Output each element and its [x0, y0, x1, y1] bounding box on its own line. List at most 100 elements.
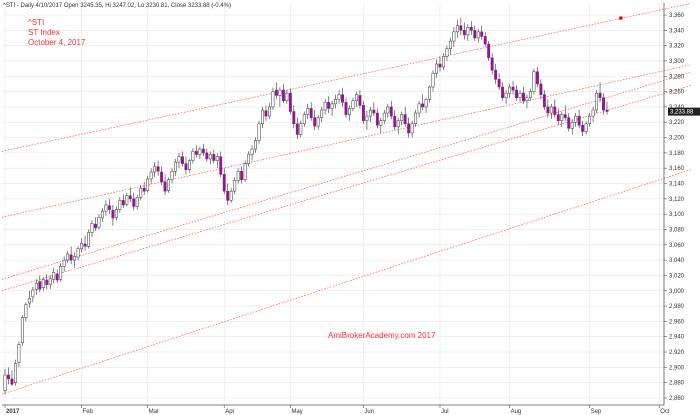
candle-down [10, 378, 14, 385]
candle-up [278, 89, 282, 96]
candle-up [52, 272, 56, 280]
last-price-background [668, 107, 700, 116]
channel-line [1, 64, 691, 218]
candle-down [142, 187, 146, 192]
candle-up [31, 289, 35, 298]
candle-down [501, 86, 505, 98]
watermark: AmiBrokerAcademy.com 2017 [328, 331, 436, 340]
candle-down [438, 63, 442, 68]
candle-up [191, 151, 195, 161]
candle-up [215, 156, 219, 161]
candle-up [428, 86, 431, 100]
candle-down [69, 254, 73, 261]
chart-header: ^STI - Daily 4/10/2017 Open 3245.35, Hi … [3, 3, 231, 9]
candle-up [80, 243, 84, 249]
candle-up [320, 109, 324, 118]
candle-up [448, 40, 452, 49]
candle-up [257, 123, 261, 141]
candle-down [494, 69, 498, 80]
candle-up [66, 253, 70, 261]
candle-up [135, 197, 139, 207]
candle-up [379, 120, 383, 126]
candle-up [518, 92, 522, 98]
candles [3, 18, 609, 395]
candle-down [121, 200, 125, 206]
y-tick-label: 3,120 [669, 197, 685, 203]
y-tick-label: 3,200 [669, 136, 685, 142]
candle-up [445, 48, 449, 57]
candle-down [156, 166, 160, 172]
candle-up [250, 148, 254, 155]
candle-up [76, 248, 80, 258]
candle-up [595, 92, 599, 111]
candle-up [170, 171, 174, 180]
candle-down [581, 125, 585, 132]
y-tick-label: 3,360 [669, 13, 685, 19]
candle-down [226, 190, 230, 201]
candle-down [292, 111, 296, 125]
candle-down [212, 154, 216, 161]
candle-down [264, 110, 268, 117]
candle-down [83, 243, 87, 247]
candle-up [570, 121, 574, 129]
candle-down [605, 109, 609, 112]
candle-down [288, 92, 292, 112]
candle-up [146, 178, 150, 191]
candle-down [111, 210, 115, 219]
candle-down [327, 102, 331, 109]
y-tick-label: 3,140 [669, 182, 685, 188]
candle-down [194, 151, 198, 155]
candle-up [285, 92, 289, 102]
x-tick-label: Jul [441, 409, 449, 415]
candle-up [236, 171, 240, 181]
y-tick-label: 2,940 [669, 335, 685, 341]
candle-up [365, 115, 369, 121]
candle-down [240, 171, 244, 180]
candle-down [462, 30, 466, 36]
candle-up [316, 117, 320, 127]
y-tick-label: 3,320 [669, 44, 685, 50]
candle-down [407, 123, 411, 134]
candle-down [577, 115, 581, 126]
candle-up [588, 115, 592, 125]
candle-down [45, 279, 49, 285]
y-tick-label: 3,300 [669, 59, 685, 65]
candle-up [299, 123, 303, 135]
candle-down [38, 281, 42, 290]
candle-down [487, 43, 491, 59]
candle-up [104, 204, 108, 212]
candle-up [62, 259, 66, 267]
candle-up [97, 216, 101, 228]
candle-down [295, 123, 299, 135]
candle-up [508, 86, 512, 94]
candle-up [271, 91, 275, 108]
candle-up [90, 223, 94, 233]
y-tick-label: 3,180 [669, 151, 685, 157]
candle-down [375, 112, 379, 126]
candle-up [417, 103, 421, 114]
y-tick-label: 3,100 [669, 212, 685, 218]
candle-up [396, 120, 400, 128]
x-tick-label: May [291, 409, 302, 415]
candle-up [3, 374, 7, 391]
candle-down [358, 95, 362, 106]
y-tick-label: 3,220 [669, 120, 685, 126]
candle-up [100, 210, 104, 219]
candle-down [421, 103, 425, 108]
candle-up [261, 109, 264, 125]
candle-up [414, 112, 418, 125]
y-tick-label: 3,160 [669, 166, 685, 172]
x-tick-label: Apr [225, 409, 234, 415]
annotation-symbol: ^STI [28, 18, 44, 27]
candle-up [334, 99, 338, 105]
candle-up [153, 166, 157, 173]
candle-up [574, 115, 578, 123]
candle-up [466, 27, 470, 36]
candle-down [389, 106, 393, 117]
y-tick-label: 2,880 [669, 381, 685, 387]
candle-up [20, 317, 24, 344]
candle-down [344, 102, 348, 115]
candle-up [174, 161, 177, 172]
